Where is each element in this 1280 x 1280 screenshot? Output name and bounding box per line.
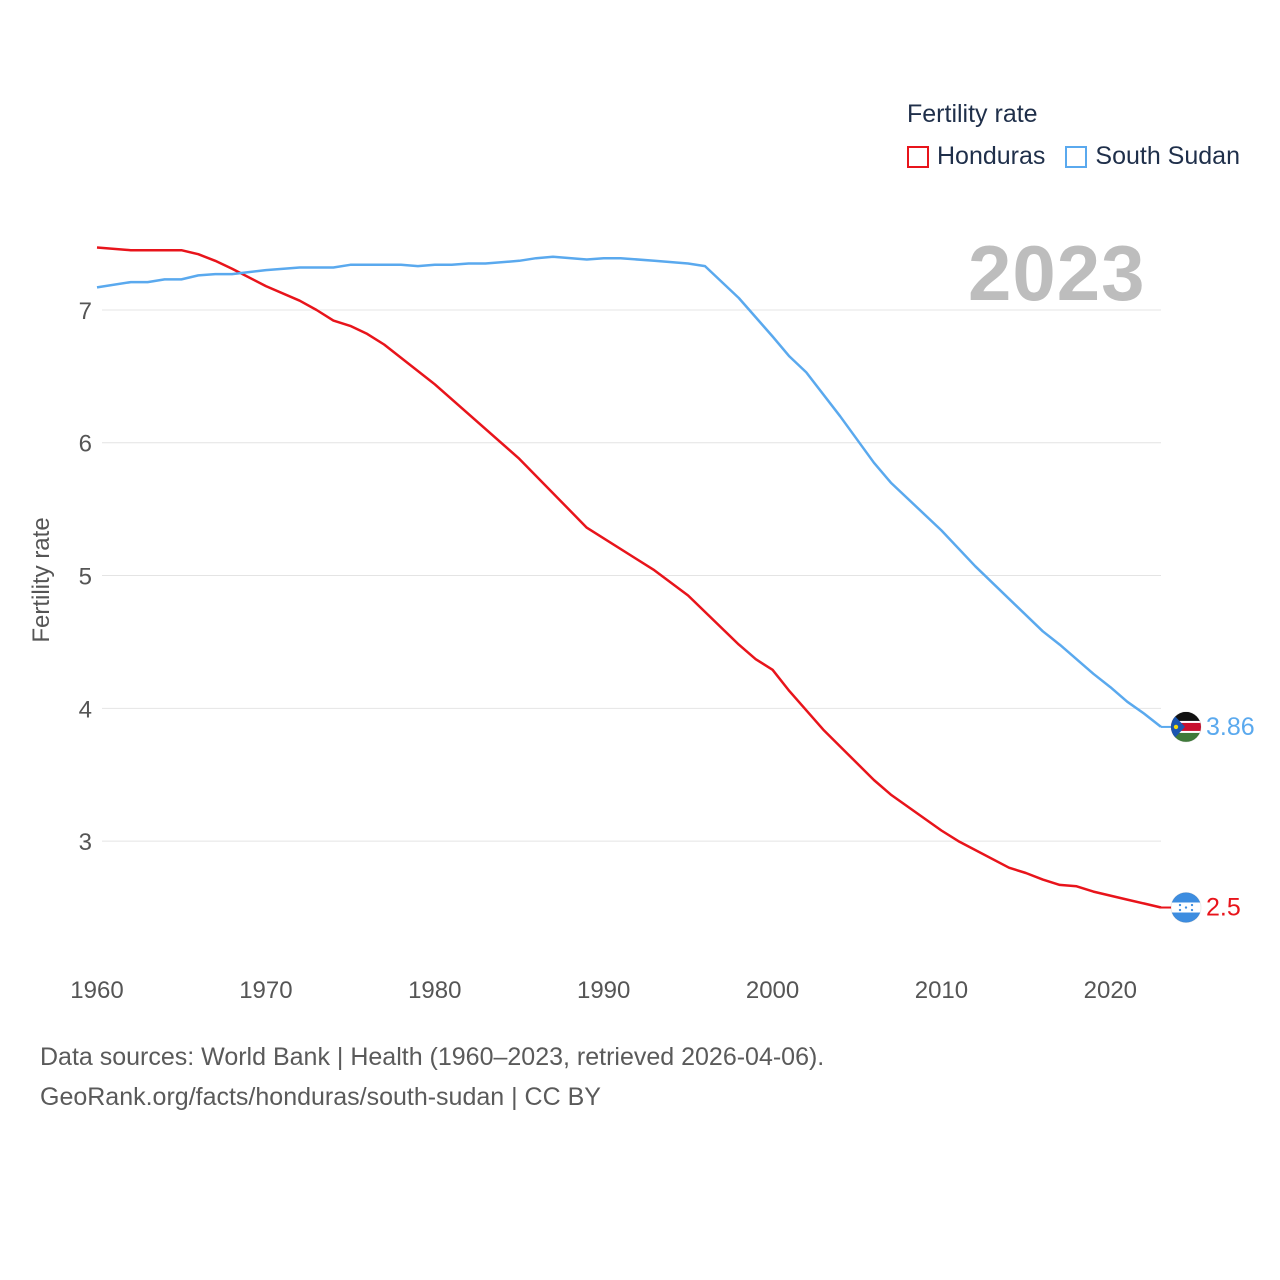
series-line-honduras	[96, 246, 1162, 909]
x-tick-label-1980: 1980	[408, 977, 461, 1004]
x-tick-label-2010: 2010	[915, 977, 968, 1004]
series-lines	[96, 246, 1162, 909]
x-tick-label-1970: 1970	[239, 977, 292, 1004]
y-tick-label-5: 5	[79, 564, 92, 591]
legend-title: Fertility rate	[907, 100, 1038, 128]
legend-swatch-south-sudan	[1065, 145, 1088, 168]
year-watermark: 2023	[968, 229, 1146, 317]
end-value-label-south-sudan: 3.86	[1206, 713, 1255, 741]
south-sudan-flag-icon	[1170, 711, 1202, 743]
series-end-markers: 2.5 3.86	[1161, 711, 1255, 924]
series-line-south-sudan	[96, 255, 1162, 728]
legend: Honduras South Sudan	[907, 142, 1260, 171]
honduras-flag-icon	[1170, 892, 1202, 924]
grid-lines	[102, 309, 1161, 842]
x-tick-label-2020: 2020	[1084, 977, 1137, 1004]
legend-item-honduras[interactable]: Honduras	[907, 142, 1045, 171]
x-tick-label-1990: 1990	[577, 977, 630, 1004]
legend-item-south-sudan[interactable]: South Sudan	[1065, 142, 1240, 171]
end-value-label-honduras: 2.5	[1206, 894, 1241, 922]
y-tick-label-3: 3	[79, 829, 92, 856]
x-tick-label-1960: 1960	[70, 977, 123, 1004]
y-tick-label-6: 6	[79, 431, 92, 458]
legend-label-south-sudan: South Sudan	[1095, 142, 1240, 170]
y-tick-label-7: 7	[79, 298, 92, 325]
y-tick-label-4: 4	[79, 696, 92, 723]
x-axis-ticks: 1960 1970 1980 1990 2000 2010 2020	[70, 977, 1137, 1004]
footer-attribution: GeoRank.org/facts/honduras/south-sudan |…	[40, 1083, 601, 1111]
y-axis-ticks: 3 4 5 6 7	[79, 298, 92, 856]
footer-sources: Data sources: World Bank | Health (1960–…	[40, 1043, 825, 1071]
legend-swatch-honduras	[907, 145, 929, 168]
legend-label-honduras: Honduras	[937, 142, 1046, 170]
x-tick-label-2000: 2000	[746, 977, 799, 1004]
y-axis-title: Fertility rate	[28, 517, 55, 643]
